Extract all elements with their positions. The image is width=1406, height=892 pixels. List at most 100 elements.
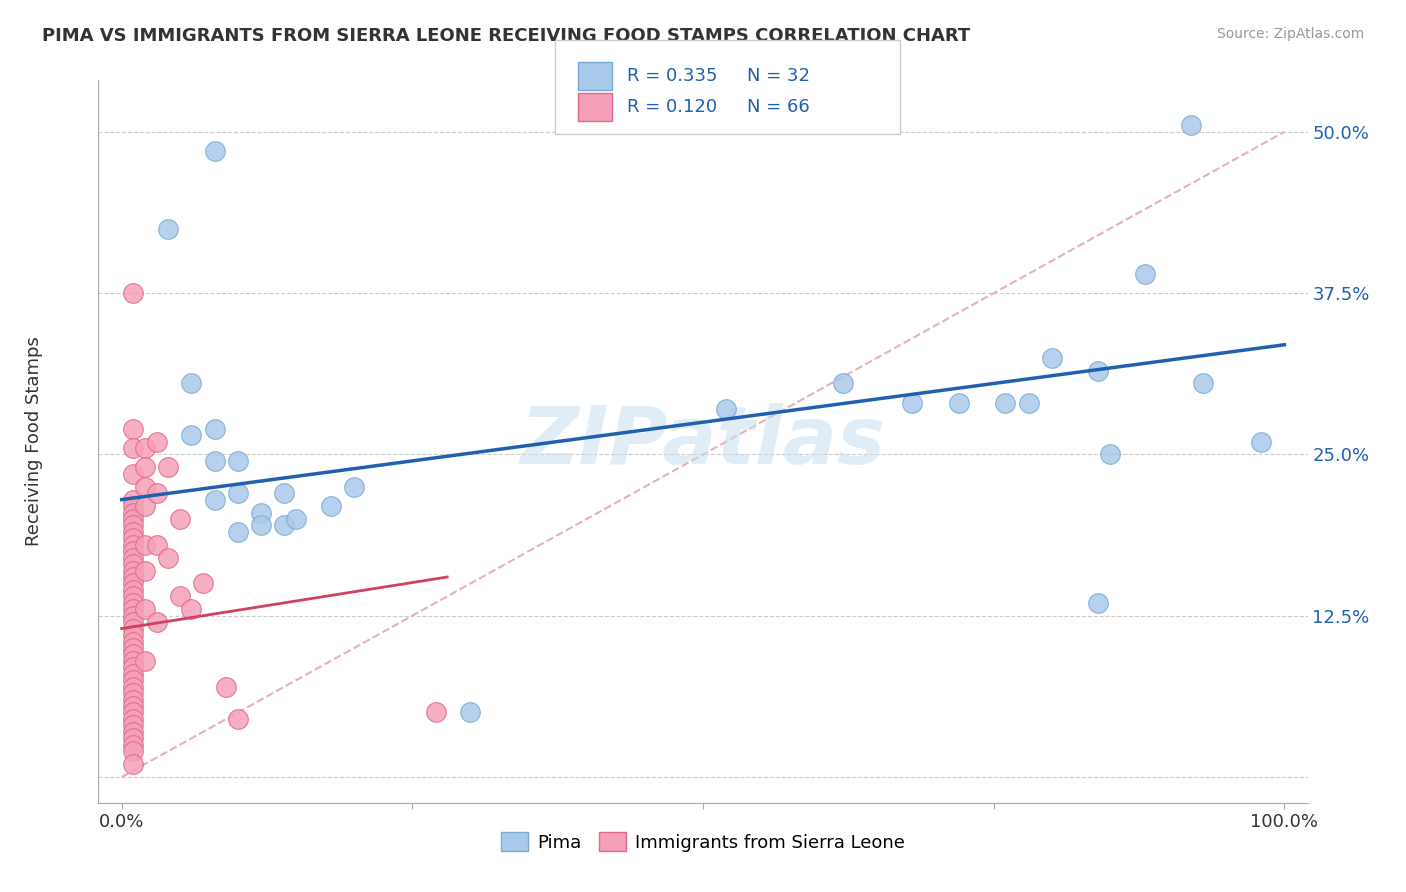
Point xyxy=(122,518,145,533)
Point xyxy=(122,660,145,674)
Point xyxy=(122,712,145,726)
Point xyxy=(122,544,145,558)
Point xyxy=(273,518,295,533)
Point xyxy=(134,654,156,668)
Point xyxy=(122,538,145,552)
Point xyxy=(204,492,226,507)
Point xyxy=(122,467,145,481)
Point xyxy=(122,731,145,746)
Point xyxy=(122,673,145,688)
Point xyxy=(226,454,249,468)
Point xyxy=(319,499,342,513)
Point xyxy=(122,654,145,668)
Point xyxy=(1180,119,1202,133)
Point xyxy=(122,640,145,655)
Point xyxy=(273,486,295,500)
Point xyxy=(180,376,202,391)
Point xyxy=(122,680,145,694)
Point xyxy=(122,699,145,714)
Point xyxy=(122,738,145,752)
Point xyxy=(250,506,273,520)
Legend: Pima, Immigrants from Sierra Leone: Pima, Immigrants from Sierra Leone xyxy=(494,824,912,859)
Point xyxy=(122,634,145,648)
Point xyxy=(122,615,145,630)
Point xyxy=(1087,363,1109,377)
Y-axis label: Receiving Food Stamps: Receiving Food Stamps xyxy=(25,336,42,547)
Point xyxy=(250,518,273,533)
Point xyxy=(122,724,145,739)
Point xyxy=(134,480,156,494)
Point xyxy=(134,499,156,513)
Point xyxy=(460,706,482,720)
Point xyxy=(122,531,145,545)
Point xyxy=(122,286,145,301)
Point xyxy=(226,524,249,539)
Point xyxy=(122,492,145,507)
Point xyxy=(122,757,145,772)
Point xyxy=(122,718,145,732)
Point xyxy=(169,512,191,526)
Point xyxy=(1018,396,1040,410)
Point xyxy=(122,744,145,758)
Point xyxy=(994,396,1017,410)
Point xyxy=(122,590,145,604)
Point xyxy=(122,686,145,700)
Point xyxy=(122,692,145,706)
Point xyxy=(285,512,308,526)
Point xyxy=(1250,434,1272,449)
Point xyxy=(122,582,145,597)
Point xyxy=(122,564,145,578)
Point xyxy=(122,622,145,636)
Point xyxy=(122,602,145,616)
Point xyxy=(901,396,924,410)
Point xyxy=(226,712,249,726)
Point xyxy=(145,486,167,500)
Text: N = 32: N = 32 xyxy=(747,67,810,85)
Point xyxy=(1192,376,1215,391)
Point xyxy=(122,576,145,591)
Point xyxy=(134,564,156,578)
Point xyxy=(1040,351,1063,365)
Text: R = 0.335: R = 0.335 xyxy=(627,67,717,85)
Text: Source: ZipAtlas.com: Source: ZipAtlas.com xyxy=(1216,27,1364,41)
Point xyxy=(204,454,226,468)
Point xyxy=(122,524,145,539)
Point xyxy=(134,538,156,552)
Point xyxy=(134,602,156,616)
Point xyxy=(425,706,447,720)
Text: R = 0.120: R = 0.120 xyxy=(627,98,717,116)
Point xyxy=(831,376,853,391)
Point xyxy=(122,441,145,455)
Point xyxy=(204,145,226,159)
Point xyxy=(1098,447,1121,461)
Point xyxy=(122,706,145,720)
Point xyxy=(204,422,226,436)
Point xyxy=(180,428,202,442)
Point xyxy=(122,422,145,436)
Point xyxy=(122,506,145,520)
Point xyxy=(226,486,249,500)
Point xyxy=(157,550,180,565)
Point xyxy=(157,460,180,475)
Point xyxy=(134,441,156,455)
Point xyxy=(134,460,156,475)
Point xyxy=(122,512,145,526)
Point xyxy=(1133,267,1156,281)
Point xyxy=(157,221,180,235)
Point xyxy=(122,596,145,610)
Point xyxy=(343,480,366,494)
Point xyxy=(716,402,738,417)
Point xyxy=(145,615,167,630)
Point xyxy=(948,396,970,410)
Point xyxy=(169,590,191,604)
Point xyxy=(180,602,202,616)
Point xyxy=(145,538,167,552)
Point xyxy=(215,680,238,694)
Point xyxy=(122,628,145,642)
Point xyxy=(145,434,167,449)
Point xyxy=(122,557,145,571)
Text: ZIPatlas: ZIPatlas xyxy=(520,402,886,481)
Point xyxy=(122,570,145,584)
Text: PIMA VS IMMIGRANTS FROM SIERRA LEONE RECEIVING FOOD STAMPS CORRELATION CHART: PIMA VS IMMIGRANTS FROM SIERRA LEONE REC… xyxy=(42,27,970,45)
Point xyxy=(122,499,145,513)
